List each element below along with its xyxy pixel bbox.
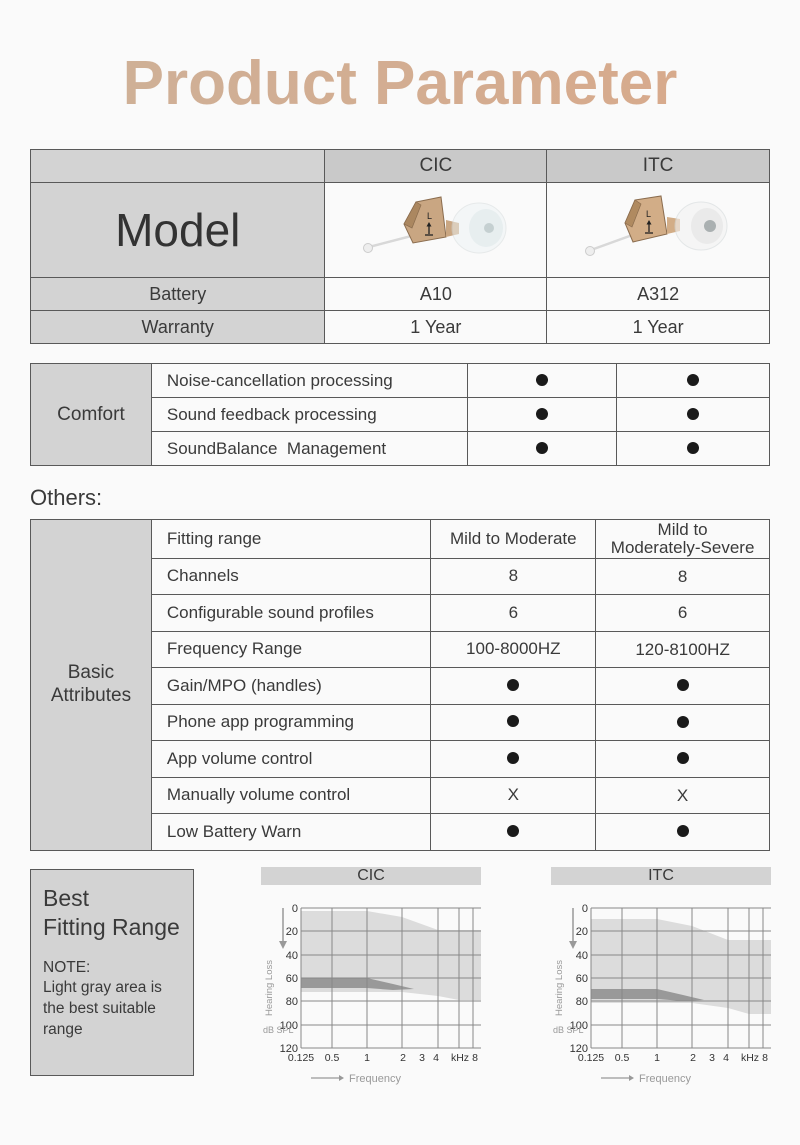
- svg-text:1: 1: [654, 1052, 660, 1064]
- svg-text:4: 4: [723, 1052, 729, 1064]
- svg-text:2: 2: [400, 1052, 406, 1064]
- svg-text:60: 60: [576, 973, 588, 985]
- svg-text:4: 4: [433, 1052, 439, 1064]
- svg-text:0.5: 0.5: [615, 1052, 630, 1064]
- svg-text:Hearing Loss: Hearing Loss: [264, 960, 275, 1016]
- svg-text:80: 80: [576, 996, 588, 1008]
- svg-text:3: 3: [419, 1052, 425, 1064]
- svg-text:L: L: [427, 211, 432, 221]
- svg-text:0.125: 0.125: [578, 1052, 604, 1064]
- svg-text:dB SPL: dB SPL: [263, 1025, 294, 1035]
- svg-text:3: 3: [709, 1052, 715, 1064]
- svg-text:kHz: kHz: [451, 1052, 469, 1064]
- svg-text:20: 20: [576, 926, 588, 938]
- svg-text:Hearing Loss: Hearing Loss: [554, 960, 565, 1016]
- svg-text:0: 0: [582, 903, 588, 915]
- svg-text:0.125: 0.125: [288, 1052, 314, 1064]
- svg-text:kHz: kHz: [741, 1052, 759, 1064]
- svg-text:Frequency: Frequency: [349, 1073, 401, 1085]
- svg-text:40: 40: [576, 950, 588, 962]
- svg-text:20: 20: [286, 926, 298, 938]
- svg-text:40: 40: [286, 950, 298, 962]
- svg-text:8: 8: [472, 1052, 478, 1064]
- svg-text:60: 60: [286, 973, 298, 985]
- svg-text:L: L: [646, 209, 651, 219]
- svg-text:0: 0: [292, 903, 298, 915]
- svg-text:2: 2: [690, 1052, 696, 1064]
- svg-text:0.5: 0.5: [325, 1052, 340, 1064]
- svg-text:Frequency: Frequency: [639, 1073, 691, 1085]
- svg-text:80: 80: [286, 996, 298, 1008]
- svg-text:1: 1: [364, 1052, 370, 1064]
- svg-text:dB SPL: dB SPL: [553, 1025, 584, 1035]
- svg-text:8: 8: [762, 1052, 768, 1064]
